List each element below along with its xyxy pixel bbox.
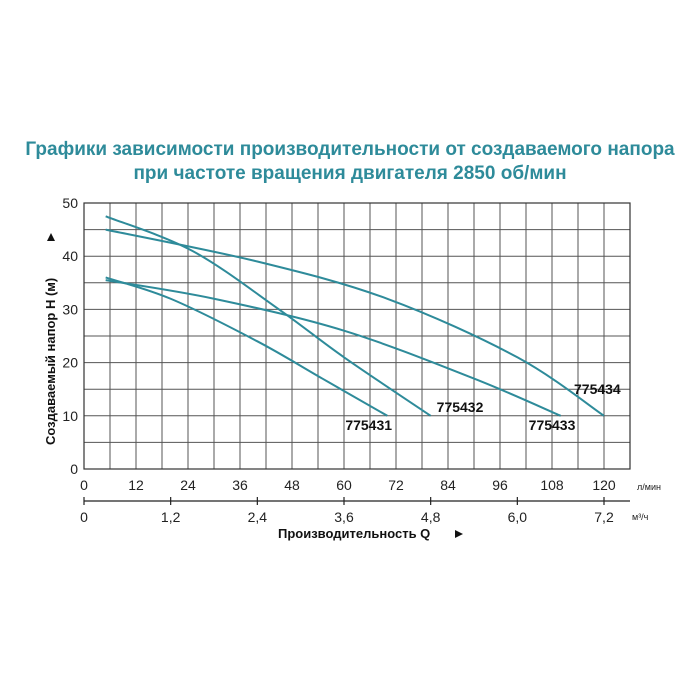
x2-tick-label: 6,0 bbox=[508, 509, 528, 525]
x2-tick-label: 0 bbox=[80, 509, 88, 525]
y-tick-label: 40 bbox=[62, 248, 78, 264]
chart-series-labels: 775431 775432 775433 775434 bbox=[345, 381, 621, 433]
y-tick-label: 20 bbox=[62, 355, 78, 371]
chart-tick-labels: 0 12 24 36 48 60 72 84 96 108 120 0 10 20 30 40 50 0 1,2 2,… bbox=[62, 195, 630, 525]
y-tick-label: 30 bbox=[62, 301, 78, 317]
series-line-775431 bbox=[105, 276, 388, 417]
chart-title-line-2: при частоте вращения двигателя 2850 об/м… bbox=[133, 163, 567, 184]
series-label-775431: 775431 bbox=[345, 417, 392, 433]
series-label-775432: 775432 bbox=[437, 399, 484, 415]
y-tick-label: 0 bbox=[70, 461, 78, 477]
series-label-775434: 775434 bbox=[574, 381, 621, 397]
x2-axis-unit-m3h: м³/ч bbox=[632, 512, 649, 522]
x-tick-label: 36 bbox=[232, 477, 248, 493]
x-tick-label: 108 bbox=[540, 477, 564, 493]
x-tick-label: 84 bbox=[440, 477, 456, 493]
series-label-775433: 775433 bbox=[529, 417, 576, 433]
chart-title-line-1: Графики зависимости производительности о… bbox=[25, 139, 675, 160]
x-axis-arrow-icon bbox=[455, 530, 463, 538]
plot-frame bbox=[83, 202, 631, 470]
x-tick-label: 72 bbox=[388, 477, 404, 493]
series-line-775433 bbox=[105, 279, 562, 417]
series-line-775432 bbox=[105, 215, 432, 417]
x-tick-label: 24 bbox=[180, 477, 196, 493]
chart-curves bbox=[105, 215, 605, 417]
y-axis-arrow-icon bbox=[47, 233, 55, 241]
x-tick-label: 60 bbox=[336, 477, 352, 493]
y-axis-label: Создаваемый напор H (м) bbox=[43, 278, 58, 445]
x-tick-label: 0 bbox=[80, 477, 88, 493]
x-axis-unit-lpm: л/мин bbox=[637, 482, 661, 492]
y-tick-label: 50 bbox=[62, 195, 78, 211]
x-tick-label: 120 bbox=[592, 477, 616, 493]
x2-tick-label: 3,6 bbox=[334, 509, 354, 525]
x2-tick-label: 2,4 bbox=[248, 509, 268, 525]
x2-tick-label: 4,8 bbox=[421, 509, 441, 525]
x-tick-label: 96 bbox=[492, 477, 508, 493]
x-axis-label: Производительность Q bbox=[278, 526, 430, 541]
y-tick-label: 10 bbox=[62, 408, 78, 424]
x-tick-label: 48 bbox=[284, 477, 300, 493]
x-tick-label: 12 bbox=[128, 477, 144, 493]
x2-tick-label: 7,2 bbox=[594, 509, 614, 525]
series-line-775434 bbox=[105, 228, 605, 417]
x2-tick-label: 1,2 bbox=[161, 509, 181, 525]
chart-grid bbox=[83, 202, 631, 470]
